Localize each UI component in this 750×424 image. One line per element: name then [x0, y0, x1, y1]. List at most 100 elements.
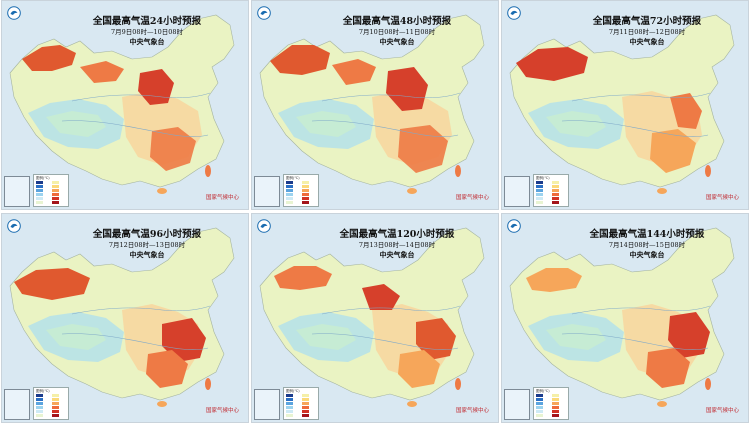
- legend-swatch-row: [536, 181, 550, 184]
- south-china-sea-inset: [504, 176, 530, 207]
- legend-title: 图例(℃): [536, 389, 550, 393]
- legend-title: 图例(℃): [286, 389, 300, 393]
- legend-swatch: [552, 394, 559, 397]
- legend-swatch-row: [536, 185, 550, 188]
- legend-swatch-row: [36, 414, 50, 417]
- legend-swatch: [552, 398, 559, 401]
- legend-swatch-row: [552, 181, 566, 184]
- legend-swatch-row: [286, 402, 300, 405]
- legend-swatch: [302, 402, 309, 405]
- legend-swatch-row: [302, 398, 316, 401]
- temperature-legend: 图例(℃): [533, 174, 569, 207]
- legend-swatch-row: [536, 394, 550, 397]
- panel-agency: 中央气象台: [629, 250, 665, 259]
- legend-swatch-row: [36, 410, 50, 413]
- legend-swatch: [286, 414, 293, 417]
- legend-swatch-row: [536, 410, 550, 413]
- legend-swatch: [536, 201, 543, 204]
- legend-swatch: [302, 414, 309, 417]
- legend-swatch-row: [286, 414, 300, 417]
- legend-swatch-row: [36, 185, 50, 188]
- legend-swatch-row: [52, 406, 66, 409]
- legend-swatch: [286, 201, 293, 204]
- legend-swatch: [286, 394, 293, 397]
- panel-period: 7月14日08时—15日08时: [608, 241, 686, 249]
- forecast-panel-144h: 全国最高气温144小时预报 7月14日08时—15日08时 中央气象台 图例(℃…: [501, 213, 749, 423]
- cma-logo-icon: [257, 219, 271, 233]
- legend-swatch: [52, 410, 59, 413]
- legend-swatch: [52, 414, 59, 417]
- legend-swatch: [536, 402, 543, 405]
- cma-logo-icon: [7, 6, 21, 20]
- panel-title: 全国最高气温24小时预报: [92, 16, 202, 27]
- legend-swatch: [536, 185, 543, 188]
- legend-swatch: [52, 197, 59, 200]
- panel-period: 7月13日08时—14日08时: [358, 241, 436, 249]
- legend-title: 图例(℃): [286, 176, 300, 180]
- panel-title: 全国最高气温72小时预报: [592, 16, 702, 27]
- legend-swatch-row: [36, 398, 50, 401]
- legend-swatch-row: [536, 398, 550, 401]
- legend-swatch: [302, 181, 309, 184]
- legend-swatch: [302, 398, 309, 401]
- legend-swatch: [536, 398, 543, 401]
- legend-swatch-row: [286, 410, 300, 413]
- issuer-stamp: 国家气候中心: [206, 195, 240, 201]
- legend-swatch: [52, 402, 59, 405]
- legend-swatch-row: [52, 197, 66, 200]
- legend-swatch-row: [552, 406, 566, 409]
- legend-title: 图例(℃): [36, 389, 50, 393]
- legend-swatch-row: [302, 402, 316, 405]
- legend-swatch-row: [36, 197, 50, 200]
- legend-swatch: [52, 189, 59, 192]
- legend-swatch: [302, 406, 309, 409]
- forecast-panel-72h: 全国最高气温72小时预报 7月11日08时—12日08时 中央气象台 图例(℃)…: [501, 0, 749, 210]
- legend-swatch-row: [52, 181, 66, 184]
- legend-swatch-row: [286, 189, 300, 192]
- legend-swatch: [36, 185, 43, 188]
- legend-swatch-row: [536, 201, 550, 204]
- legend-swatch: [52, 181, 59, 184]
- legend-title: 图例(℃): [536, 176, 550, 180]
- legend-swatch-row: [52, 193, 66, 196]
- legend-swatch-row: [302, 414, 316, 417]
- legend-swatch-row: [36, 394, 50, 397]
- legend-swatch: [286, 189, 293, 192]
- legend-swatch-row: [552, 185, 566, 188]
- legend-swatch: [52, 193, 59, 196]
- issuer-stamp: 国家气候中心: [206, 408, 240, 414]
- legend-swatch: [36, 402, 43, 405]
- legend-swatch: [302, 410, 309, 413]
- legend-swatch: [536, 410, 543, 413]
- legend-swatch: [36, 181, 43, 184]
- legend-swatch-row: [552, 201, 566, 204]
- panel-period: 7月9日08时—10日08时: [110, 28, 184, 36]
- legend-swatch: [536, 406, 543, 409]
- legend-swatch-row: [52, 189, 66, 192]
- legend-swatch-row: [302, 410, 316, 413]
- legend-swatch-row: [52, 398, 66, 401]
- legend-swatch-row: [536, 406, 550, 409]
- legend-swatch: [36, 201, 43, 204]
- legend-swatch-row: [536, 193, 550, 196]
- legend-swatch-row: [552, 193, 566, 196]
- panel-agency: 中央气象台: [129, 250, 165, 259]
- legend-swatch: [286, 402, 293, 405]
- legend-swatch-row: [302, 189, 316, 192]
- legend-swatch: [36, 406, 43, 409]
- legend-swatch-row: [552, 394, 566, 397]
- legend-swatch: [286, 410, 293, 413]
- legend-swatch: [536, 189, 543, 192]
- forecast-panel-120h: 全国最高气温120小时预报 7月13日08时—14日08时 中央气象台 图例(℃…: [251, 213, 499, 423]
- temperature-legend: 图例(℃): [533, 387, 569, 420]
- panel-title: 全国最高气温96小时预报: [92, 229, 202, 240]
- legend-swatch: [286, 406, 293, 409]
- south-china-sea-inset: [4, 389, 30, 420]
- legend-swatch-row: [286, 193, 300, 196]
- legend-swatch: [36, 398, 43, 401]
- legend-swatch-row: [552, 197, 566, 200]
- south-china-sea-inset: [4, 176, 30, 207]
- cma-logo-icon: [257, 6, 271, 20]
- panel-period: 7月10日08时—11日08时: [358, 28, 436, 36]
